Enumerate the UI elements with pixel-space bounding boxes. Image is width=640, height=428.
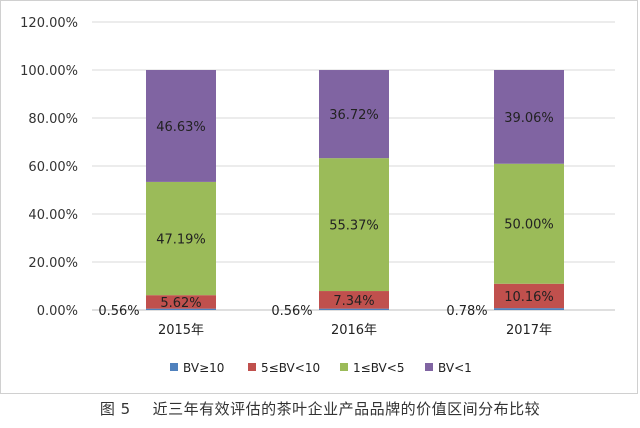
bar-segment xyxy=(494,163,564,284)
bars: 0.56% 5.62% 47.19% 46.63% 0.56% 7.34% 55.37% 36… xyxy=(98,70,564,319)
data-label: 5.62% xyxy=(160,296,201,311)
y-tick-label: 120.00% xyxy=(20,16,78,31)
data-label: 0.56% xyxy=(98,304,139,319)
data-label: 55.37% xyxy=(329,219,379,234)
legend-label: 1≤BV<5 xyxy=(353,361,404,375)
caption-text: 近三年有效评估的茶叶企业产品品牌的价值区间分布比较 xyxy=(152,400,541,418)
legend: BV≥10 5≤BV<10 1≤BV<5 BV<1 xyxy=(170,361,472,375)
x-category-label: 2015年 xyxy=(158,323,204,338)
bar-segment xyxy=(146,70,216,182)
stacked-bar-chart: 0.00% 20.00% 40.00% 60.00% 80.00% 100.00% 120.… xyxy=(20,16,615,375)
data-label: 10.16% xyxy=(504,290,554,305)
figure-caption: 图 5 近三年有效评估的茶叶企业产品品牌的价值区间分布比较 xyxy=(0,398,640,419)
data-label: 47.19% xyxy=(156,233,206,248)
y-axis: 0.00% 20.00% 40.00% 60.00% 80.00% 100.00% 120.… xyxy=(20,16,78,319)
legend-label: 5≤BV<10 xyxy=(261,361,320,375)
bar-segment xyxy=(494,70,564,164)
legend-swatch xyxy=(425,363,433,371)
data-label: 7.34% xyxy=(333,294,374,309)
y-tick-label: 0.00% xyxy=(37,304,78,319)
legend-swatch xyxy=(248,363,256,371)
data-label: 46.63% xyxy=(156,120,206,135)
data-label: 39.06% xyxy=(504,111,554,126)
bar-segment xyxy=(146,308,216,310)
legend-swatch xyxy=(340,363,348,371)
bar-segment xyxy=(319,158,389,292)
y-tick-label: 80.00% xyxy=(28,112,78,127)
y-tick-label: 20.00% xyxy=(28,256,78,271)
x-category-label: 2017年 xyxy=(506,323,552,338)
bar-segment xyxy=(494,308,564,310)
data-label: 0.78% xyxy=(446,304,487,319)
y-tick-label: 60.00% xyxy=(28,160,78,175)
bar-segment xyxy=(319,70,389,159)
data-label: 0.56% xyxy=(271,304,312,319)
figure-number: 图 5 xyxy=(99,400,131,418)
y-tick-label: 40.00% xyxy=(28,208,78,223)
legend-label: BV<1 xyxy=(438,361,472,375)
y-tick-label: 100.00% xyxy=(20,64,78,79)
bar-segment xyxy=(146,295,216,309)
data-label: 36.72% xyxy=(329,108,379,123)
data-label: 50.00% xyxy=(504,218,554,233)
bar-segment xyxy=(319,308,389,310)
legend-swatch xyxy=(170,363,178,371)
bar-segment xyxy=(494,283,564,309)
legend-label: BV≥10 xyxy=(183,361,224,375)
x-category-label: 2016年 xyxy=(331,323,377,338)
x-axis: 2015年 2016年 2017年 xyxy=(158,323,552,338)
bar-segment xyxy=(146,181,216,296)
bar-segment xyxy=(319,291,389,309)
